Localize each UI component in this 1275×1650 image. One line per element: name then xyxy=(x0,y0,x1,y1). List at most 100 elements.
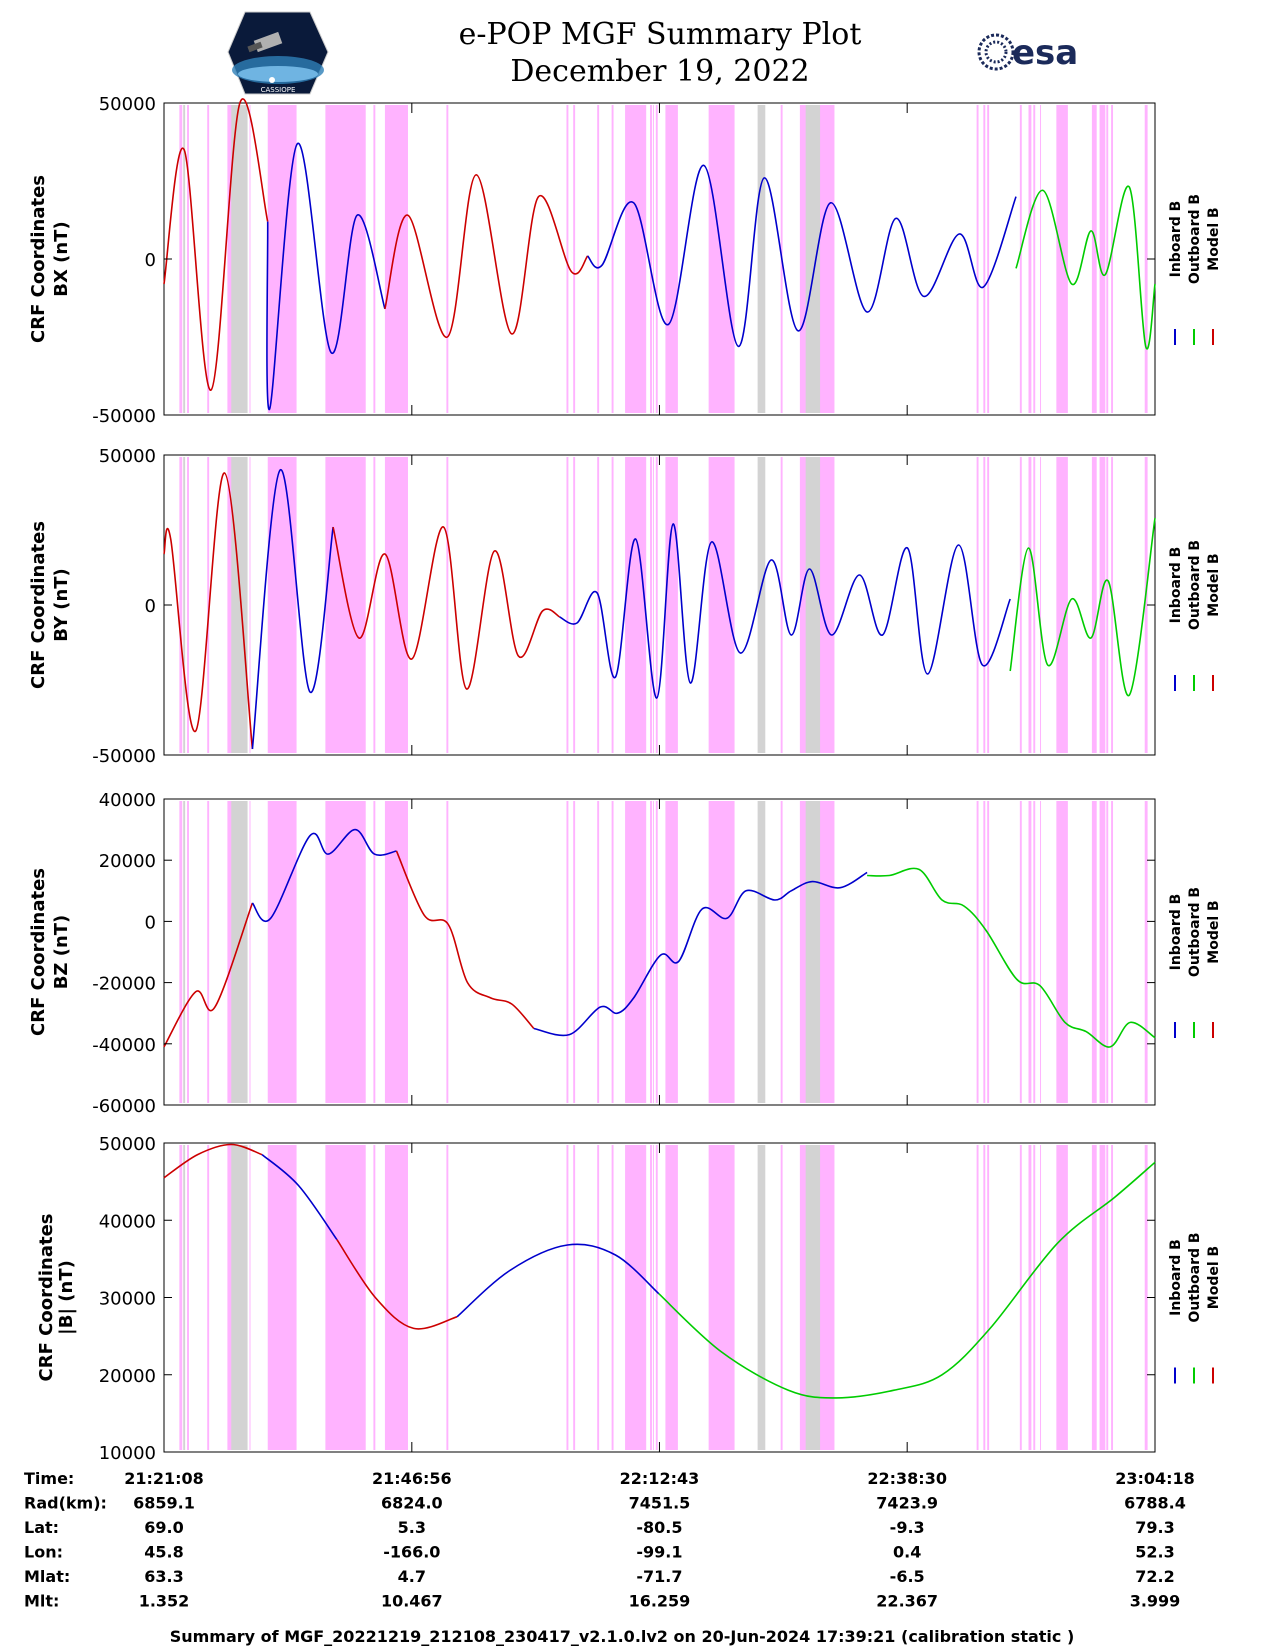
pink-shade-band xyxy=(384,1145,408,1450)
gray-shade-band xyxy=(231,457,248,753)
orbit-value: 3.999 xyxy=(1130,1592,1181,1611)
gray-shade-band xyxy=(183,801,186,1103)
pink-shade-band xyxy=(1019,801,1022,1103)
y-axis-label-line2: |B| (nT) xyxy=(56,1260,77,1335)
y-axis-label-line1: CRF Coordinates xyxy=(28,868,49,1036)
pink-shade-band xyxy=(780,457,783,753)
pink-shade-band xyxy=(976,801,979,1103)
pink-shade-band xyxy=(573,457,576,753)
pink-shade-band xyxy=(780,1145,783,1450)
panel-bmag: 10000 20000 30000 40000 50000 CRF Coordinate… xyxy=(36,1134,1222,1464)
mission-logo-caption: CASSIOPE xyxy=(261,86,296,94)
plot-frame xyxy=(163,454,1156,756)
pink-shade-band xyxy=(1099,457,1106,753)
pink-shade-band xyxy=(1033,801,1036,1103)
pink-shade-band xyxy=(1056,1145,1068,1450)
y-tick-label: 50000 xyxy=(99,1134,156,1155)
gray-shade-band xyxy=(231,801,248,1103)
pink-shade-band xyxy=(650,1145,652,1450)
orbit-row-label: Lon: xyxy=(24,1543,63,1562)
y-tick-label: 0 xyxy=(145,250,156,271)
pink-shade-band xyxy=(325,1145,366,1450)
pink-shade-band xyxy=(1106,105,1109,413)
pink-shade-band xyxy=(1111,1145,1114,1450)
y-tick-label: 10000 xyxy=(99,1443,156,1464)
orbit-value: 1.352 xyxy=(139,1592,190,1611)
inboard-b-series-line xyxy=(251,469,334,750)
orbit-value: 5.3 xyxy=(398,1518,426,1537)
pink-shade-band xyxy=(249,105,251,413)
pink-shade-band xyxy=(665,1145,678,1450)
inboard-b-series-line xyxy=(266,142,386,410)
orbit-value: 23:04:18 xyxy=(1115,1469,1195,1488)
plot-frame xyxy=(163,1142,1156,1453)
y-tick-label: 0 xyxy=(145,912,156,933)
pink-shade-band xyxy=(1019,1145,1022,1450)
pink-shade-band xyxy=(1111,801,1114,1103)
y-axis-label-line1: CRF Coordinates xyxy=(28,175,49,343)
y-tick-label: 40000 xyxy=(99,1211,156,1232)
pink-shade-band xyxy=(987,801,990,1103)
pink-shade-band xyxy=(384,801,408,1103)
orbit-value: 16.259 xyxy=(629,1592,691,1611)
pink-shade-band xyxy=(665,801,678,1103)
y-tick-label: 40000 xyxy=(99,790,156,811)
pink-shade-band xyxy=(597,105,600,413)
orbit-value: -6.5 xyxy=(890,1567,925,1586)
pink-shade-band xyxy=(597,1145,600,1450)
pink-shade-band xyxy=(1028,457,1032,753)
outboard-b-series-line xyxy=(1015,185,1156,350)
inboard-b-series-line xyxy=(533,871,868,1037)
pink-shade-band xyxy=(983,457,986,753)
orbit-value: 72.2 xyxy=(1135,1567,1174,1586)
orbit-value: -166.0 xyxy=(383,1543,440,1562)
pink-shade-band xyxy=(650,801,652,1103)
y-tick-label: 30000 xyxy=(99,1289,156,1310)
orbit-value: 22.367 xyxy=(876,1592,938,1611)
pink-shade-band xyxy=(249,1145,251,1450)
gray-shade-band xyxy=(231,105,248,413)
legend-model-label: Model B xyxy=(1206,1246,1222,1309)
pink-shade-band xyxy=(573,1145,576,1450)
gray-shade-band xyxy=(231,1145,248,1450)
panel-by: -50000 0 50000 CRF Coordinates BY (nT) Inb… xyxy=(28,446,1222,767)
pink-shade-band xyxy=(1056,457,1068,753)
gray-shade-band xyxy=(757,457,766,753)
pink-shade-band xyxy=(976,1145,979,1450)
pink-shade-band xyxy=(566,801,569,1103)
orbit-value: 22:12:43 xyxy=(620,1469,700,1488)
y-axis-label-line2: BZ (nT) xyxy=(51,915,72,990)
pink-shade-band xyxy=(655,457,658,753)
pink-shade-band xyxy=(267,1145,297,1450)
pink-shade-band xyxy=(1056,105,1068,413)
pink-shade-band xyxy=(373,801,376,1103)
orbit-row-label: Mlt: xyxy=(24,1592,59,1611)
pink-shade-band xyxy=(665,105,678,413)
y-tick-label: -60000 xyxy=(92,1096,156,1117)
pink-shade-band xyxy=(1099,105,1106,413)
orbit-row-label: Time: xyxy=(24,1469,74,1488)
orbit-value: 10.467 xyxy=(381,1592,443,1611)
pink-shade-band xyxy=(207,457,210,753)
legend-model-label: Model B xyxy=(1206,553,1222,616)
orbit-value: 4.7 xyxy=(398,1567,426,1586)
legend-outboard-label: Outboard B xyxy=(1187,887,1203,977)
orbit-value: 52.3 xyxy=(1135,1543,1174,1562)
model-b-series-line xyxy=(163,902,254,1048)
pink-shade-band xyxy=(1028,1145,1032,1450)
inboard-b-series-line xyxy=(261,1153,338,1241)
pink-shade-band xyxy=(207,105,210,413)
pink-shade-band xyxy=(983,1145,986,1450)
legend-model-label: Model B xyxy=(1206,207,1222,270)
pink-shade-band xyxy=(708,801,735,1103)
model-b-series-line xyxy=(163,1143,263,1179)
pink-shade-band xyxy=(179,1145,183,1450)
pink-shade-band xyxy=(446,457,449,753)
legend-model-label: Model B xyxy=(1206,900,1222,963)
pink-shade-band xyxy=(652,1145,654,1450)
pink-shade-band xyxy=(249,801,251,1103)
pink-shade-band xyxy=(976,457,979,753)
pink-shade-band xyxy=(625,1145,647,1450)
esa-logo: esa xyxy=(977,33,1078,73)
